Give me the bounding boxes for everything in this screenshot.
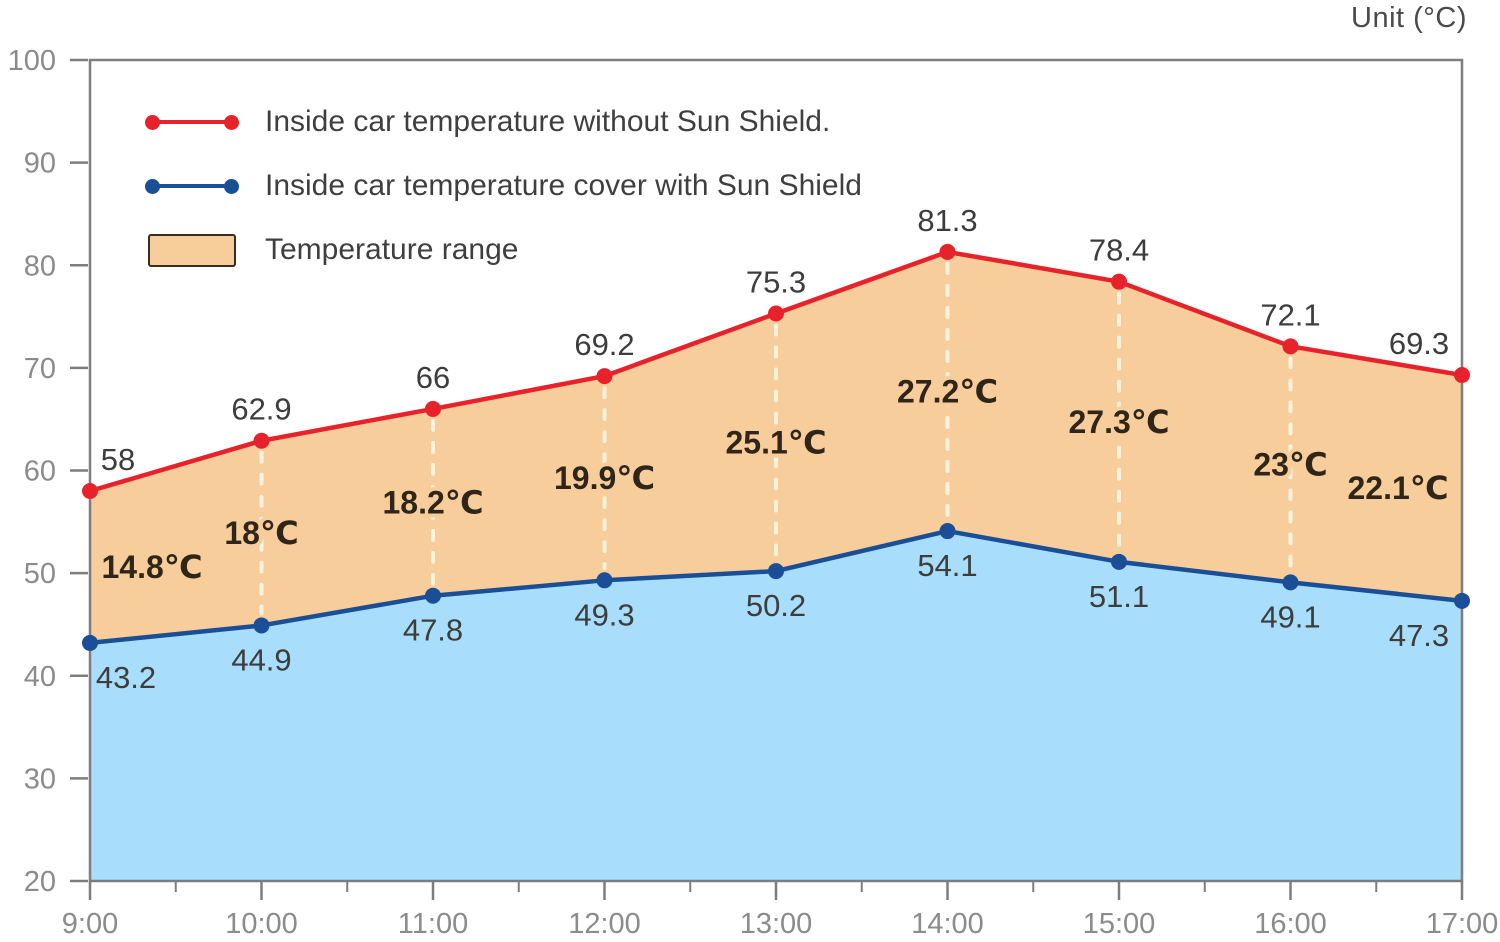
y-tick-label: 50 [24,558,56,590]
without-shield-value-label: 78.4 [1089,233,1149,268]
x-tick-label: 13:00 [740,908,813,940]
with-shield-value-label: 54.1 [917,548,977,583]
temperature-difference-label: 27.2℃ [897,373,998,409]
with-shield-value-label: 47.8 [403,613,463,648]
x-tick-label: 17:00 [1426,908,1499,940]
y-tick-label: 100 [8,45,56,77]
unit-label: Unit (°C) [1351,2,1467,34]
temperature-difference-label: 22.1℃ [1347,470,1448,506]
without-shield-value-label: 81.3 [917,203,977,238]
with-shield-value-label: 49.3 [574,597,634,632]
without-shield-point [1111,273,1127,290]
chart-legend: Inside car temperature without Sun Shiel… [145,100,862,292]
temperature-difference-label: 18℃ [224,515,298,551]
without-shield-value-label: 62.9 [231,392,291,427]
without-shield-point [939,243,956,260]
with-shield-value-label: 44.9 [231,642,291,677]
temperature-range-swatch-icon [148,233,236,267]
x-tick-label: 12:00 [568,908,641,940]
x-tick-label: 16:00 [1254,908,1327,940]
with-shield-point [596,572,613,589]
y-tick-label: 20 [24,866,56,898]
temperature-difference-label: 27.3℃ [1068,404,1169,440]
y-tick-label: 90 [24,148,56,180]
with-shield-value-label: 50.2 [746,588,806,623]
legend-item-with-shield: Inside car temperature cover with Sun Sh… [145,164,862,208]
y-tick-label: 40 [24,661,56,693]
x-tick-label: 9:00 [62,908,118,940]
y-tick-label: 60 [24,456,56,488]
without-shield-point [768,305,784,322]
without-shield-value-label: 69.3 [1389,326,1449,361]
legend-label-with-shield: Inside car temperature cover with Sun Sh… [265,169,862,202]
with-shield-value-label: 43.2 [96,660,156,695]
without-shield-value-label: 72.1 [1260,297,1320,332]
without-shield-point [1454,367,1470,384]
x-tick-label: 10:00 [225,908,298,940]
without-shield-point [425,400,441,417]
with-shield-point [1454,592,1470,609]
with-shield-value-label: 47.3 [1389,618,1449,653]
without-shield-point [253,432,270,449]
y-tick-label: 80 [24,250,56,282]
without-shield-value-label: 58 [101,442,135,477]
x-tick-label: 15:00 [1083,908,1156,940]
red-line-legend-icon [145,114,239,130]
navy-line-legend-icon [145,178,239,194]
temperature-difference-label: 14.8℃ [101,549,202,585]
temperature-difference-label: 18.2℃ [382,484,483,520]
without-shield-value-label: 66 [416,360,450,395]
temperature-difference-label: 25.1℃ [725,424,826,460]
y-tick-label: 30 [24,763,56,795]
with-shield-point [1282,574,1299,591]
with-shield-point [82,634,98,651]
without-shield-value-label: 69.2 [574,327,634,362]
with-shield-point [768,563,784,580]
temperature-difference-label: 23℃ [1253,446,1327,482]
legend-label-temperature-range: Temperature range [265,233,519,266]
legend-item-without-shield: Inside car temperature without Sun Shiel… [145,100,862,144]
with-shield-value-label: 51.1 [1089,579,1149,614]
without-shield-point [596,368,613,385]
without-shield-value-label: 75.3 [746,264,806,299]
shield-area-fill [90,531,1462,881]
with-shield-point [1111,553,1127,570]
legend-label-without-shield: Inside car temperature without Sun Shiel… [265,105,831,138]
legend-item-temperature-range: Temperature range [148,228,862,272]
with-shield-point [425,587,441,604]
y-tick-label: 70 [24,353,56,385]
with-shield-point [253,617,270,634]
without-shield-point [1282,338,1299,355]
x-tick-label: 14:00 [911,908,984,940]
with-shield-value-label: 49.1 [1260,599,1320,634]
without-shield-point [82,483,98,500]
temperature-difference-label: 19.9℃ [554,460,655,496]
with-shield-point [939,523,956,540]
x-tick-label: 11:00 [398,908,468,940]
